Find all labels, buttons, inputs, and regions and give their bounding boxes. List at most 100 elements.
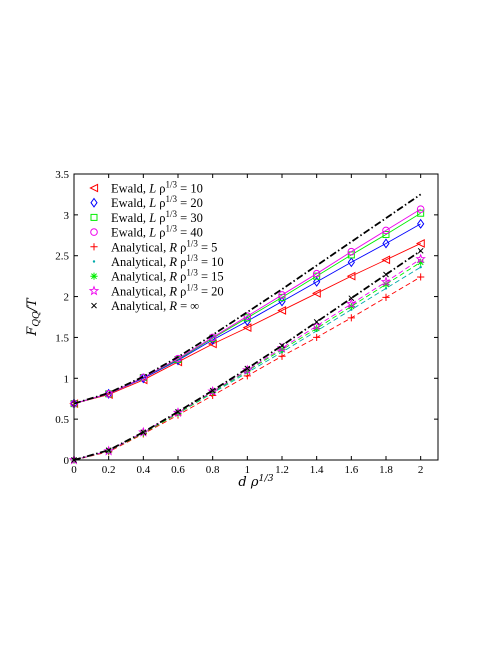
label-fragment: Analytical, <box>111 240 169 254</box>
legend-label-7: Analytical, R ρ1/3 = 20 <box>111 282 224 298</box>
label-fragment: 1/3 <box>186 268 198 278</box>
label-fragment: Analytical, R ρ <box>111 240 186 254</box>
lower-series-2-point-3 <box>174 409 182 418</box>
label-fragment: R <box>168 240 177 254</box>
y-tick-label-7: 3.5 <box>55 169 69 181</box>
x-tick-label-10: 2 <box>418 464 424 476</box>
lower-series-4-point-8 <box>348 295 355 302</box>
label-fragment: ρ <box>156 211 165 225</box>
legend-marker-4 <box>90 243 98 251</box>
legend-marker-3 <box>90 228 98 236</box>
label-fragment: L <box>148 211 156 225</box>
legend-label-0: Ewald, L ρ1/3 = 10 <box>111 180 203 196</box>
legend-marker-5 <box>92 260 96 263</box>
label-fragment: = 10 <box>198 255 224 269</box>
upper-series-0-point-8 <box>346 271 356 281</box>
label-fragment: = 5 <box>198 240 218 254</box>
lower-series-0-point-6 <box>278 352 286 360</box>
upper-series-0-point-9 <box>381 255 391 265</box>
label-fragment: 1/3 <box>166 224 178 234</box>
x-axis-label: d ρ1/3 <box>238 473 273 490</box>
legend-marker-6 <box>90 272 98 280</box>
label-fragment: ρ <box>177 255 186 269</box>
label-fragment: ρ <box>177 270 186 284</box>
label-fragment: = 10 <box>177 182 203 196</box>
label-fragment: ρ <box>156 226 165 240</box>
y-tick-label-6: 3 <box>64 210 70 222</box>
label-fragment: = 20 <box>198 284 224 298</box>
label-fragment: R <box>168 299 177 313</box>
label-fragment: 1/3 <box>186 282 198 292</box>
legend-label-1: Ewald, L ρ1/3 = 20 <box>111 194 203 210</box>
lower-series-4-point-5 <box>244 365 251 372</box>
lower-series-2-point-5 <box>243 367 251 375</box>
tick-layer: 0 0.2 0.4 0.6 0.8 1 1.2 1.4 1.6 1.8 2 0 0.5 1 1.5 2 2.5 3… <box>55 169 438 476</box>
legend-label-8: Analytical, R = ∞ <box>111 299 199 313</box>
upper-series-1-point-8 <box>347 257 355 268</box>
upper-series-3-point-10 <box>416 205 425 213</box>
y-tick-label-3: 1.5 <box>55 332 69 344</box>
label-fragment: = 30 <box>177 211 203 225</box>
label-fragment: Ewald, L ρ <box>111 196 166 210</box>
upper-series-3-point-7 <box>312 269 321 278</box>
label-fragment: = 10 <box>177 182 203 196</box>
label-fragment: = 5 <box>198 240 218 254</box>
lower-series-3-point-8 <box>346 298 357 309</box>
label-fragment: Analytical, <box>111 284 169 298</box>
label-fragment: = 40 <box>177 226 203 240</box>
lower-series-0-point-10 <box>417 273 425 281</box>
label-fragment: R <box>168 284 177 298</box>
lower-series-1-point-10 <box>419 265 422 269</box>
x-tick-label-6: 1.2 <box>275 464 289 476</box>
label-fragment: = 10 <box>198 255 224 269</box>
legend-item-4: Analytical, R ρ1/3 = 5 <box>90 238 217 254</box>
y-tick-label-0: 0 <box>64 455 70 467</box>
label-fragment: Ewald, <box>111 196 149 210</box>
label-fragment: Ewald, <box>111 182 149 196</box>
label-fragment: R <box>168 255 177 269</box>
legend-item-8: Analytical, R = ∞ <box>91 299 199 313</box>
lower-series-4-point-3 <box>175 408 181 415</box>
upper-series-3-point-5 <box>243 312 252 320</box>
legend-label-6: Analytical, R ρ1/3 = 15 <box>111 268 224 284</box>
legend-item-2: Ewald, L ρ1/3 = 30 <box>90 209 203 225</box>
upper-series-0-point-10 <box>415 239 425 248</box>
legend-marker-0 <box>89 183 99 193</box>
label-fragment: 1/3 <box>166 209 178 219</box>
lower-series-0-point-7 <box>313 333 321 342</box>
lower-series-3-point-4 <box>207 385 218 396</box>
lower-series-4-point-10 <box>417 247 424 254</box>
lower-series-2-point-7 <box>313 324 321 333</box>
x-tick-label-2: 0.4 <box>136 464 150 476</box>
lower-series-4-point-6 <box>279 342 285 349</box>
label-fragment: = 20 <box>198 284 224 298</box>
x-tick-label-4: 0.8 <box>206 464 220 476</box>
x-tick-label-7: 1.4 <box>310 464 324 476</box>
label-fragment: 1/3 <box>186 253 198 263</box>
label-fragment: L <box>148 182 156 196</box>
legend-item-0: Ewald, L ρ1/3 = 10 <box>89 180 203 196</box>
x-tick-label-9: 1.8 <box>379 464 393 476</box>
lower-series-0-point-8 <box>347 314 355 322</box>
x-tick-label-3: 0.6 <box>171 464 185 476</box>
legend-marker-1 <box>90 197 98 208</box>
label-fragment: ρ <box>177 240 186 254</box>
legend-label-3: Ewald, L ρ1/3 = 40 <box>111 224 203 240</box>
y-tick-label-1: 0.5 <box>55 414 69 426</box>
upper-series-0-point-4 <box>207 339 217 349</box>
upper-series-2-point-10 <box>417 209 425 217</box>
upper-series-2-point-9 <box>382 230 390 238</box>
label-fragment: Analytical, <box>111 299 169 313</box>
upper-series-1-point-10 <box>417 218 425 229</box>
lower-series-4-point-4 <box>209 387 216 394</box>
upper-series-0-point-6 <box>277 306 287 315</box>
lower-series-2-point-8 <box>347 302 355 310</box>
label-fragment: 1/3 <box>166 180 178 190</box>
label-fragment: = 40 <box>177 226 203 240</box>
y-tick-label-4: 2 <box>64 292 70 304</box>
legend-item-7: Analytical, R ρ1/3 = 20 <box>88 282 224 298</box>
legend-marker-7 <box>88 285 100 296</box>
lower-series-3-point-10 <box>415 253 426 264</box>
upper-series-3-line <box>73 208 421 405</box>
